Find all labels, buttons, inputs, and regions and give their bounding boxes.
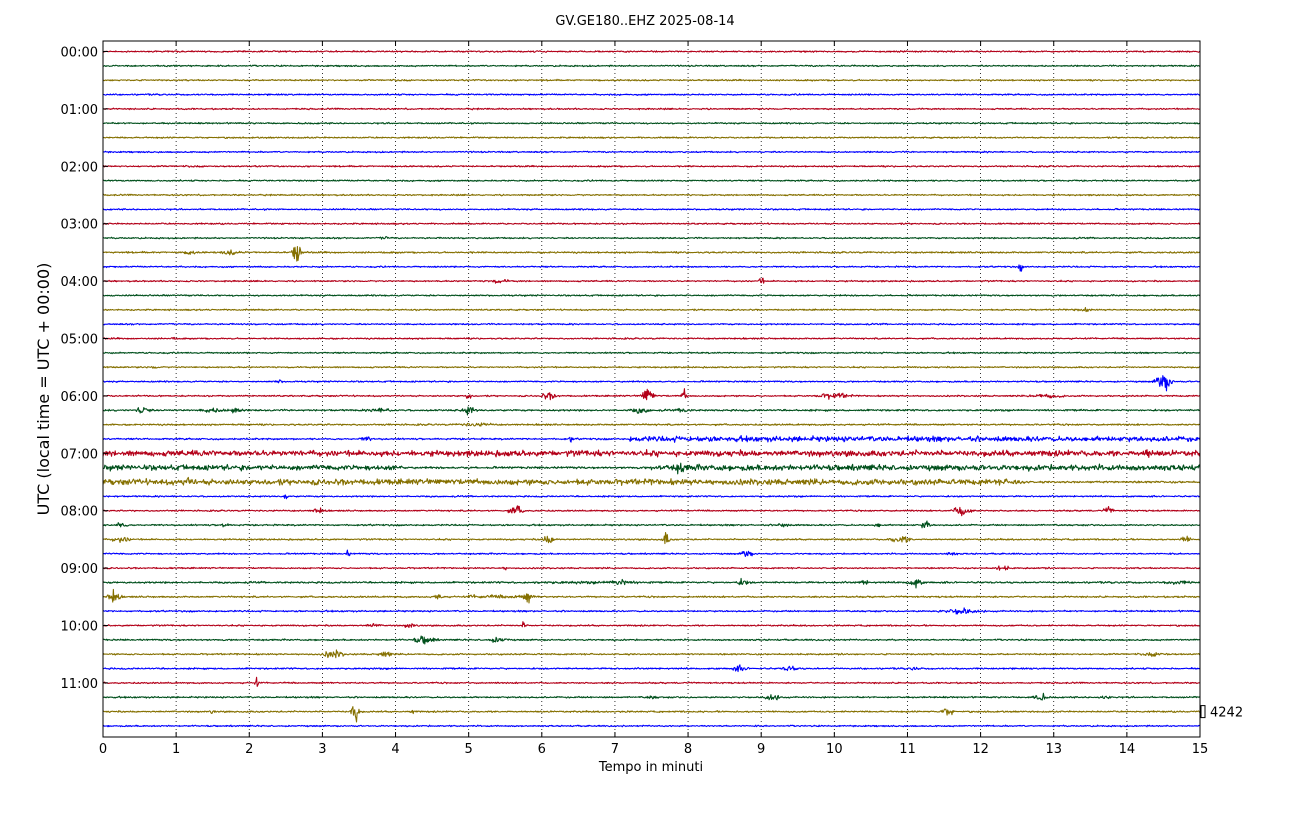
- x-axis-label: Tempo in minuti: [598, 760, 703, 775]
- grid-lines: [175, 41, 1128, 737]
- x-tick-label: 8: [684, 742, 692, 757]
- y-tick-label: 06:00: [61, 390, 98, 405]
- y-tick-label: 05:00: [61, 333, 98, 348]
- plot-area-frame: [102, 40, 1201, 738]
- trace-0615: [102, 406, 1201, 416]
- trace-0545: [102, 375, 1201, 392]
- x-tick-label: 14: [1119, 742, 1136, 757]
- amplitude-scale: 4242: [1200, 705, 1243, 721]
- trace-1045: [102, 664, 1201, 673]
- trace-0800: [102, 505, 1201, 517]
- trace-0730: [102, 476, 1201, 486]
- x-tick-label: 12: [972, 742, 989, 757]
- y-tick-label: 02:00: [61, 160, 98, 175]
- trace-1030: [102, 649, 1201, 659]
- trace-0215: [102, 179, 1201, 183]
- trace-0100: [102, 107, 1200, 111]
- trace-0700: [102, 449, 1201, 458]
- trace-1100: [102, 676, 1201, 687]
- seismic-traces: [102, 49, 1201, 728]
- trace-0530: [102, 365, 1201, 369]
- trace-0630: [102, 422, 1201, 427]
- x-tick-label: 2: [245, 742, 253, 757]
- y-tick-label: 04:00: [61, 275, 98, 290]
- trace-0315: [102, 236, 1201, 240]
- scale-bar: [1200, 705, 1206, 719]
- trace-1015: [102, 635, 1201, 645]
- trace-0015: [102, 64, 1201, 68]
- x-tick-label: 11: [899, 742, 916, 757]
- trace-0230: [102, 193, 1201, 197]
- x-tick-label: 6: [538, 742, 546, 757]
- trace-0130: [102, 136, 1201, 140]
- trace-1145: [102, 724, 1201, 728]
- x-axis: 0 1 2 3 4 5 6 7 8 9 10 11 12 13 14 15: [99, 41, 1208, 757]
- trace-0715: [102, 462, 1201, 475]
- y-tick-label: 03:00: [61, 218, 98, 233]
- x-tick-label: 13: [1045, 742, 1062, 757]
- trace-0915: [102, 577, 1201, 589]
- trace-0830: [102, 532, 1201, 545]
- y-axis: 00:00 01:00 02:00 03:00 04:00 05:00 06:00 07:00…: [61, 46, 108, 692]
- y-tick-label: 01:00: [61, 103, 98, 118]
- trace-0115: [102, 121, 1201, 125]
- trace-0145: [102, 150, 1201, 154]
- trace-0400: [102, 277, 1201, 284]
- trace-0845: [102, 549, 1201, 557]
- chart-title: GV.GE180..EHZ 2025-08-14: [555, 14, 734, 29]
- x-tick-label: 9: [757, 742, 765, 757]
- x-tick-label: 0: [99, 742, 107, 757]
- trace-0200: [102, 164, 1201, 168]
- y-tick-label: 08:00: [61, 505, 98, 520]
- x-tick-label: 1: [172, 742, 180, 757]
- scale-label: 4242: [1210, 706, 1243, 721]
- trace-0815: [102, 520, 1201, 529]
- trace-0900: [102, 565, 1201, 571]
- trace-0030: [102, 78, 1201, 82]
- y-tick-label: 11:00: [61, 677, 98, 692]
- trace-0415: [102, 293, 1201, 297]
- trace-1000: [102, 621, 1201, 629]
- x-tick-label: 4: [391, 742, 399, 757]
- trace-0930: [102, 588, 1201, 604]
- trace-0445: [102, 322, 1201, 326]
- trace-0330: [102, 246, 1201, 262]
- trace-0000: [102, 49, 1201, 53]
- x-tick-label: 5: [465, 742, 473, 757]
- trace-0945: [102, 607, 1201, 615]
- y-tick-label: 10:00: [61, 620, 98, 635]
- trace-0745: [102, 494, 1201, 500]
- trace-0515: [102, 351, 1201, 355]
- y-axis-label: UTC (local time = UTC + 00:00): [34, 263, 53, 516]
- trace-1130: [102, 706, 1201, 723]
- x-tick-label: 10: [826, 742, 843, 757]
- trace-0645: [102, 434, 1201, 443]
- trace-0345: [102, 264, 1201, 272]
- trace-0600: [102, 388, 1201, 401]
- trace-0045: [102, 93, 1201, 96]
- y-tick-label: 00:00: [61, 46, 98, 61]
- x-tick-label: 3: [318, 742, 326, 757]
- x-tick-label: 15: [1192, 742, 1209, 757]
- trace-0500: [102, 336, 1201, 341]
- trace-0430: [102, 306, 1201, 313]
- trace-1115: [102, 692, 1201, 701]
- y-tick-label: 07:00: [61, 447, 98, 462]
- trace-0245: [102, 207, 1201, 211]
- y-tick-label: 09:00: [61, 562, 98, 577]
- x-tick-label: 7: [611, 742, 619, 757]
- trace-0300: [102, 222, 1201, 226]
